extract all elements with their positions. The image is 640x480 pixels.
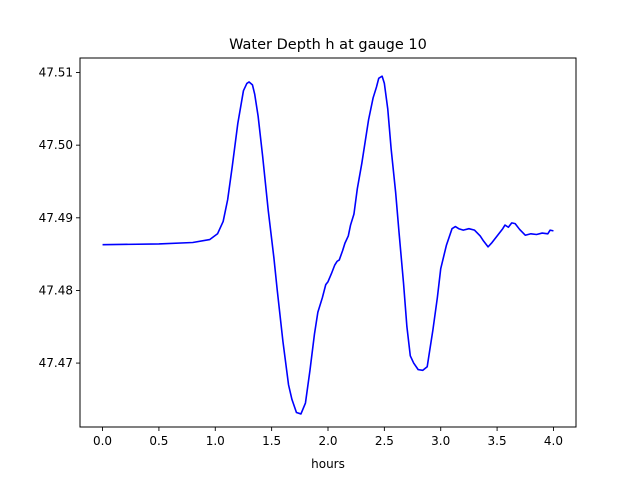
axes-layer: 0.0 0.5 1.0 1.5 2.0 2.5 3.0 3.5 4.0 47.47 47.48 47.… — [39, 66, 563, 448]
x-axis-label: hours — [311, 457, 345, 471]
plot-frame — [79, 57, 577, 428]
y-tick-label: 47.47 — [39, 356, 73, 370]
x-tick-label: 4.0 — [544, 434, 563, 448]
x-tick-label: 1.0 — [206, 434, 225, 448]
y-tick-label: 47.49 — [39, 211, 73, 225]
y-tick-label: 47.51 — [39, 66, 73, 80]
x-tick-label: 1.5 — [262, 434, 281, 448]
series-line-0 — [102, 75, 554, 415]
x-tick-label: 2.0 — [318, 434, 337, 448]
chart-title: Water Depth h at gauge 10 — [229, 37, 427, 53]
x-tick-label: 0.5 — [149, 434, 168, 448]
y-tick-label: 47.48 — [39, 283, 73, 297]
x-tick-label: 3.5 — [488, 434, 507, 448]
x-tick-label: 0.0 — [93, 434, 112, 448]
x-tick-label: 3.0 — [431, 434, 450, 448]
x-tick-label: 2.5 — [375, 434, 394, 448]
y-tick-label: 47.50 — [39, 138, 73, 152]
plot-layer — [102, 75, 554, 415]
